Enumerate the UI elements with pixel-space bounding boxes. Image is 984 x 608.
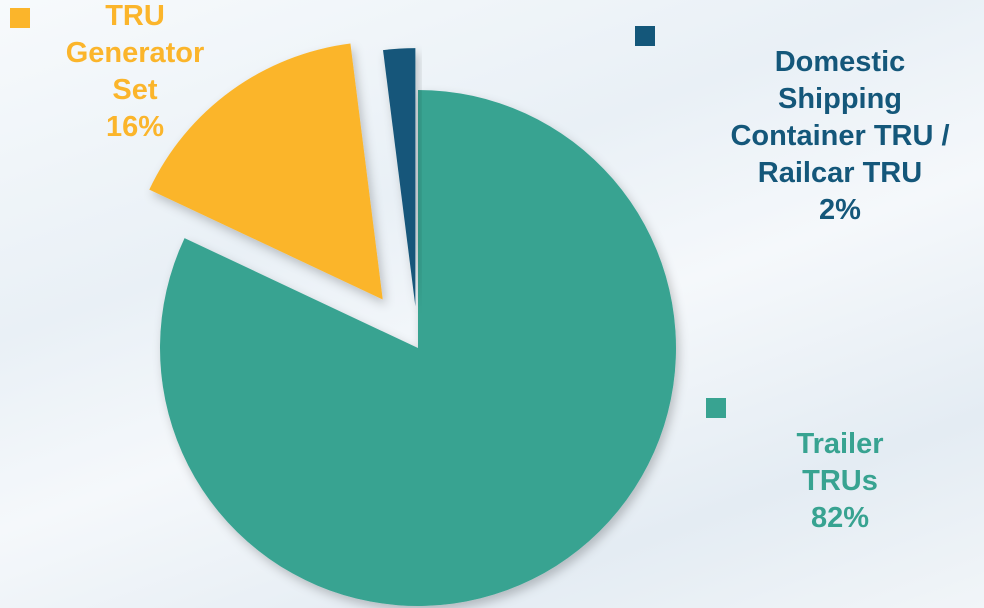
pie-slice-generator bbox=[149, 43, 383, 300]
slice-name-domestic: Domestic Shipping Container TRU / Railca… bbox=[730, 46, 950, 189]
slice-percent-trailer: 82% bbox=[810, 502, 870, 534]
pie-slice-domestic bbox=[383, 48, 416, 307]
legend-swatch-generator bbox=[10, 8, 30, 28]
pie-slice-trailer bbox=[160, 90, 677, 606]
slice-name-generator: TRU Generator Set bbox=[65, 0, 205, 106]
slice-name-trailer: Trailer TRUs bbox=[796, 428, 884, 497]
legend-swatch-domestic bbox=[635, 26, 655, 46]
legend-swatch-trailer bbox=[706, 398, 726, 418]
slice-percent-generator: 16% bbox=[105, 111, 165, 143]
slice-label-generator: TRU Generator Set 16% bbox=[40, 0, 230, 146]
slice-label-domestic: Domestic Shipping Container TRU / Railca… bbox=[690, 44, 984, 229]
slice-label-trailer: Trailer TRUs 82% bbox=[745, 426, 935, 537]
slice-percent-domestic: 2% bbox=[819, 194, 861, 226]
